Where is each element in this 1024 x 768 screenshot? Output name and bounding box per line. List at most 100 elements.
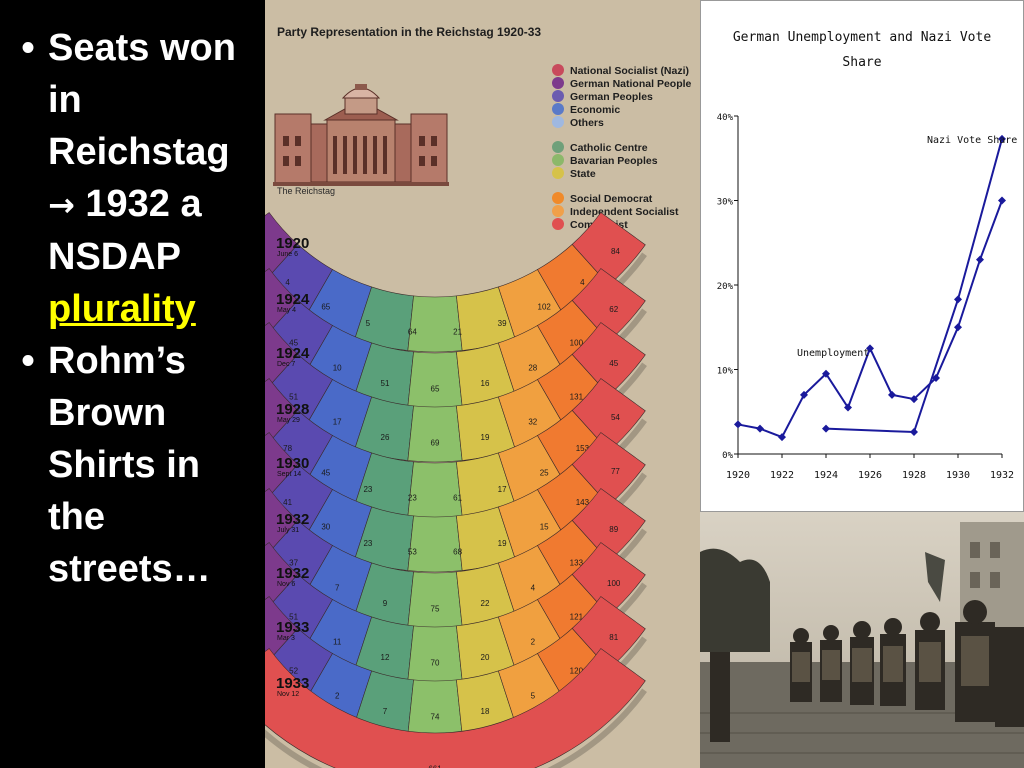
seat-count-label: 2 xyxy=(335,692,340,701)
band-segment xyxy=(265,542,299,612)
data-point xyxy=(734,420,742,429)
seat-count-label: 74 xyxy=(431,713,440,722)
seat-count-label: 102 xyxy=(538,302,552,311)
election-date-label: Mar 3 xyxy=(277,635,295,642)
seat-count-label: 51 xyxy=(289,393,298,402)
data-point xyxy=(866,344,874,353)
seat-count-label: 64 xyxy=(408,327,417,336)
data-point xyxy=(778,433,786,442)
infographic-title: Party Representation in the Reichstag 19… xyxy=(277,25,541,39)
seat-count-label: 65 xyxy=(431,385,440,394)
reichstag-infographic: Party Representation in the Reichstag 19… xyxy=(265,0,700,768)
legend-label: State xyxy=(570,168,596,180)
legend-swatch xyxy=(552,205,564,217)
band-segment xyxy=(265,322,299,392)
data-point xyxy=(822,369,830,378)
series-line xyxy=(734,196,1006,442)
seat-count-label: 5 xyxy=(366,319,371,328)
y-tick-label: 40% xyxy=(717,113,734,123)
seat-count-label: 23 xyxy=(363,485,372,494)
election-year-label: 1924 xyxy=(276,345,310,362)
seat-count-label: 62 xyxy=(609,305,618,314)
band-segment xyxy=(407,571,463,629)
legend-swatch xyxy=(552,77,564,89)
legend-label: Social Democrat xyxy=(570,193,653,205)
chart-series: Unemployment Nazi Vote Share xyxy=(734,134,1017,442)
election-year-label: 1933 xyxy=(276,619,309,636)
data-point xyxy=(976,255,984,264)
band-segment xyxy=(265,488,299,558)
seat-count-label: 70 xyxy=(431,659,440,668)
seat-count-label: 4 xyxy=(580,278,585,287)
data-point xyxy=(954,323,962,332)
seat-count-label: 4 xyxy=(531,584,536,593)
bullet-text: Seats won in Reichstag → 1932 a NSDAP pl… xyxy=(48,22,253,335)
x-tick-label: 1924 xyxy=(814,470,838,481)
legend-label: German Peoples xyxy=(570,91,653,103)
series-path xyxy=(825,138,1003,434)
seat-count-label: 84 xyxy=(611,247,620,256)
seat-count-label: 121 xyxy=(570,613,584,622)
election-date-label: Dec 7 xyxy=(277,361,295,368)
series-label-nazi-vote: Nazi Vote Share xyxy=(927,135,1017,146)
y-tick-label: 30% xyxy=(717,198,734,208)
y-tick-label: 0% xyxy=(722,451,733,461)
seat-count-label: 120 xyxy=(570,667,584,676)
chart-axes: 0% 10% 20% 30% 40% 1920 1922 1924 1926 1928 1930 19… xyxy=(717,113,1014,481)
legend-item: Others xyxy=(552,116,604,129)
legend-swatch xyxy=(552,90,564,102)
data-point xyxy=(932,373,940,382)
legend-item: Catholic Centre xyxy=(552,141,648,154)
chart-title-line-1: German Unemployment and Nazi Vote xyxy=(733,30,991,45)
data-point xyxy=(822,424,830,433)
bullet-marker: • xyxy=(21,340,35,382)
seat-count-label: 77 xyxy=(611,467,620,476)
band-segment xyxy=(407,295,463,353)
band-segment xyxy=(571,212,646,286)
seat-count-label: 68 xyxy=(453,547,462,556)
legend-label: Economic xyxy=(570,104,620,116)
seat-count-label: 17 xyxy=(498,485,507,494)
seat-count-label: 37 xyxy=(289,559,298,568)
legend-item: Social Democrat xyxy=(552,192,653,205)
x-tick-label: 1922 xyxy=(770,470,794,481)
seat-count-label: 12 xyxy=(381,653,390,662)
seat-count-label: 28 xyxy=(528,364,537,373)
seat-count-label: 20 xyxy=(481,653,490,662)
legend-item: German Peoples xyxy=(552,90,653,103)
legend-item: State xyxy=(552,167,596,180)
bullet-marker: • xyxy=(21,27,35,69)
x-tick-label: 1932 xyxy=(990,470,1014,481)
seat-count-label: 52 xyxy=(289,667,298,676)
election-date-label: July 31 xyxy=(277,527,299,534)
band-segment xyxy=(571,542,646,616)
band-segment xyxy=(407,351,463,409)
brownshirts-photo-illustration xyxy=(700,512,1024,768)
data-point xyxy=(844,403,852,412)
arrow-icon: → xyxy=(48,186,75,224)
election-year-label: 1932 xyxy=(276,565,309,582)
band-segment xyxy=(265,432,299,502)
legend-swatch xyxy=(552,64,564,76)
seat-count-label: 89 xyxy=(609,525,618,534)
series-line xyxy=(822,134,1006,437)
bullet-text: Rohm’s Brown Shirts in the streets… xyxy=(48,340,211,590)
data-point xyxy=(888,390,896,399)
seat-count-label: 10 xyxy=(333,364,342,373)
seat-count-label: 23 xyxy=(408,493,417,502)
legend-swatch xyxy=(552,116,564,128)
seat-count-label: 22 xyxy=(481,599,490,608)
legend-item: National Socialist (Nazi) xyxy=(552,64,689,77)
y-tick-label: 20% xyxy=(717,282,734,292)
seat-count-label: 53 xyxy=(408,547,417,556)
legend-item: German National People xyxy=(552,77,692,90)
band-segment xyxy=(571,596,646,670)
seat-count-label: 131 xyxy=(570,393,584,402)
band-segment xyxy=(265,268,299,338)
seat-count-label: 51 xyxy=(289,613,298,622)
y-tick-label: 10% xyxy=(717,367,734,377)
legend-swatch xyxy=(552,218,564,230)
legend-item: Independent Socialist xyxy=(552,205,679,218)
series-path xyxy=(737,200,1003,439)
band-segment xyxy=(571,268,646,342)
